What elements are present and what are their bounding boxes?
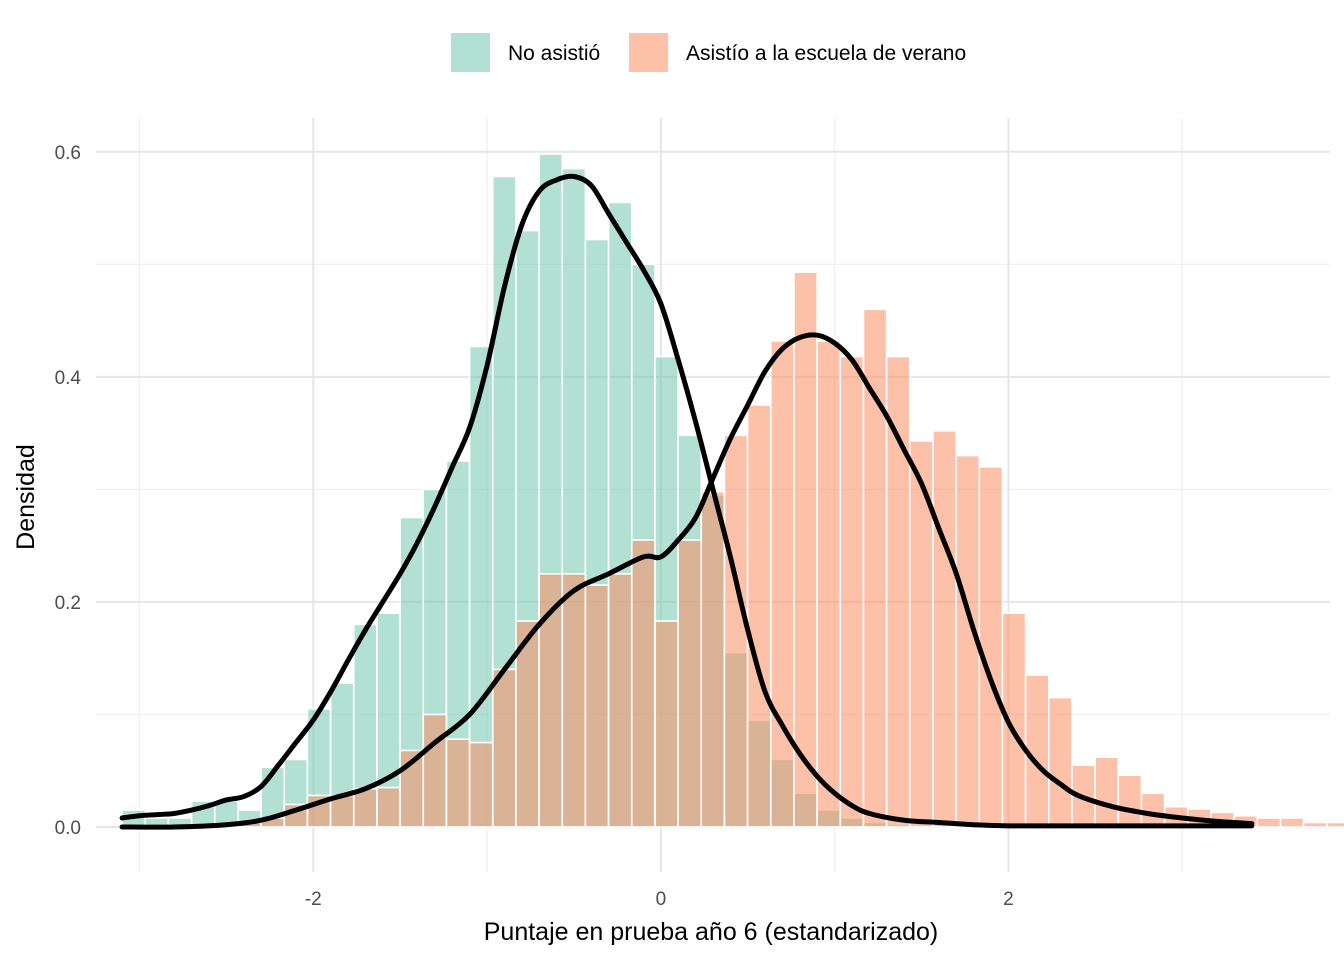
- histogram-bar: [561, 572, 587, 828]
- histogram-bar: [769, 340, 795, 828]
- histogram-bar: [1326, 821, 1344, 828]
- histogram-bar: [654, 620, 679, 828]
- legend: No asistió Asistío a la escuela de veran…: [451, 33, 966, 72]
- legend-label-asistio: Asistío a la escuela de verano: [686, 42, 966, 65]
- histogram-bar: [816, 340, 842, 828]
- histogram-bar: [1302, 821, 1328, 828]
- histogram-bar: [932, 430, 957, 828]
- density-curve-asistio: [119, 332, 1255, 830]
- y-tick-label: 0.6: [55, 143, 81, 164]
- bars-asistio: [237, 271, 1344, 828]
- histogram-bar: [978, 466, 1004, 828]
- histogram-bar: [607, 572, 633, 828]
- density-curves: [119, 173, 1255, 830]
- histogram-bar: [352, 787, 378, 828]
- histogram-bar: [584, 584, 610, 828]
- histogram-bar: [1256, 817, 1282, 828]
- histogram-bar: [1117, 774, 1143, 828]
- x-tick-label: 2: [1003, 889, 1014, 910]
- histogram-bar: [677, 539, 703, 828]
- histogram-bar: [376, 786, 401, 828]
- x-tick-label: -2: [305, 889, 322, 910]
- histogram-bar: [700, 490, 726, 828]
- y-axis-tick-labels: 0.0 0.2 0.4 0.6: [55, 143, 82, 839]
- legend-swatch-no-asistio: [451, 33, 490, 72]
- histogram-bar: [793, 271, 818, 828]
- histogram-bar: [746, 404, 772, 828]
- density-curve-no-asistio: [119, 173, 1255, 829]
- histogram-bar: [491, 668, 517, 828]
- histogram-bar: [723, 434, 749, 828]
- histogram-bar: [422, 713, 448, 828]
- y-tick-label: 0.0: [55, 818, 81, 839]
- histogram-bar: [1094, 756, 1120, 828]
- histogram-bar: [839, 355, 865, 828]
- histogram-bar: [630, 539, 656, 828]
- histogram-bar: [445, 738, 471, 828]
- histogram-bar: [1279, 817, 1305, 828]
- x-axis-title: Puntaje en prueba año 6 (estandarizado): [484, 918, 939, 946]
- legend-label-no-asistio: No asistió: [508, 42, 600, 65]
- y-tick-label: 0.4: [55, 368, 82, 389]
- x-tick-label: 0: [656, 889, 667, 910]
- x-axis-tick-labels: -2 0 2: [305, 889, 1014, 910]
- histogram-bar: [1047, 696, 1073, 828]
- y-tick-label: 0.2: [55, 593, 81, 614]
- histogram-bar: [468, 741, 494, 828]
- y-axis-title: Densidad: [12, 444, 40, 550]
- histogram-bar: [1140, 792, 1166, 828]
- legend-swatch-asistio: [629, 33, 668, 72]
